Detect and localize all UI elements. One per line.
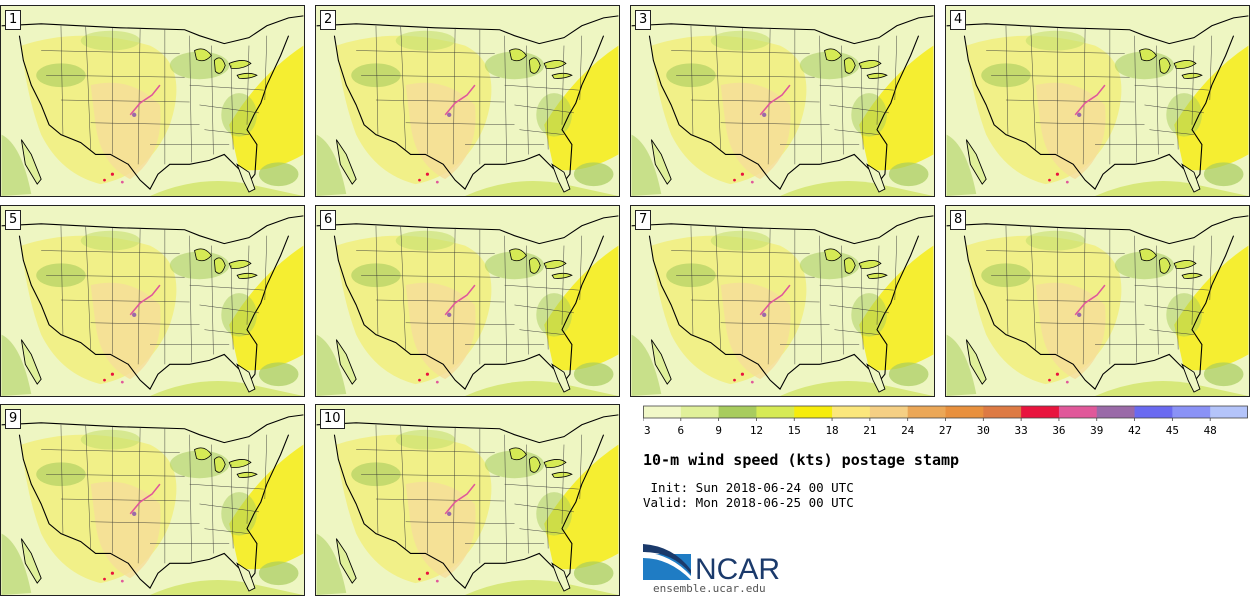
ensemble-member-panel-6: 6 — [315, 205, 620, 397]
colorbar-segment — [983, 406, 1022, 418]
colorbar-tick-label: 18 — [825, 424, 838, 437]
colorbar-segment — [945, 406, 984, 418]
ensemble-member-panel-2: 2 — [315, 5, 620, 197]
colorbar-tick-label: 6 — [678, 424, 685, 437]
wind-speed-colorbar: 3 6 9 12 15 18 21 24 27 30 33 36 39 42 45 48 — [643, 405, 1248, 437]
member-number: 6 — [320, 210, 337, 230]
wind-map — [946, 6, 1249, 196]
ensemble-member-panel-4: 4 — [945, 5, 1250, 197]
colorbar-segment — [1134, 406, 1173, 418]
wind-map — [1, 405, 304, 595]
wind-map — [631, 6, 934, 196]
colorbar-segment — [756, 406, 795, 418]
colorbar-tick-label: 42 — [1128, 424, 1141, 437]
colorbar-segment — [832, 406, 871, 418]
colorbar-tick-label: 24 — [901, 424, 915, 437]
colorbar-tick-label: 27 — [939, 424, 952, 437]
colorbar-segment — [718, 406, 757, 418]
member-number: 8 — [950, 210, 967, 230]
wind-map — [316, 206, 619, 396]
wind-map — [316, 405, 619, 595]
colorbar-tick-label: 3 — [644, 424, 651, 437]
ensemble-member-panel-3: 3 — [630, 5, 935, 197]
wind-map — [946, 206, 1249, 396]
colorbar-tick-label: 33 — [1015, 424, 1028, 437]
colorbar-tick-label: 48 — [1204, 424, 1217, 437]
ncar-logo-text: NCAR — [695, 553, 780, 586]
colorbar-tick-label: 21 — [863, 424, 876, 437]
colorbar-tick-label: 15 — [788, 424, 801, 437]
ensemble-member-panel-1: 1 — [0, 5, 305, 197]
ensemble-member-panel-5: 5 — [0, 205, 305, 397]
colorbar-segment — [680, 406, 720, 418]
colorbar-segment — [1058, 406, 1098, 418]
colorbar-segment — [907, 406, 946, 418]
ensemble-member-panel-8: 8 — [945, 205, 1250, 397]
colorbar-segment — [1172, 406, 1211, 418]
wind-map — [1, 6, 304, 196]
valid-time: Valid: Mon 2018-06-25 00 UTC — [643, 495, 854, 510]
wind-map — [316, 6, 619, 196]
colorbar-segment — [1210, 406, 1248, 418]
colorbar-segment — [869, 406, 909, 418]
ensemble-member-panel-7: 7 — [630, 205, 935, 397]
member-number: 5 — [5, 210, 22, 230]
member-number: 1 — [5, 10, 22, 30]
colorbar-tick-label: 36 — [1052, 424, 1065, 437]
colorbar-segment — [794, 406, 833, 418]
colorbar-tick-label: 39 — [1090, 424, 1103, 437]
wind-map — [631, 206, 934, 396]
plot-title: 10-m wind speed (kts) postage stamp — [643, 451, 960, 469]
init-time: Init: Sun 2018-06-24 00 UTC — [643, 480, 854, 495]
member-number: 2 — [320, 10, 337, 30]
colorbar-segment — [1021, 406, 1060, 418]
member-number: 9 — [5, 409, 22, 429]
member-number: 4 — [950, 10, 967, 30]
colorbar-segment — [1096, 406, 1136, 418]
member-number: 7 — [635, 210, 652, 230]
ncar-logo: NCAR — [643, 544, 780, 586]
colorbar-segment — [643, 406, 682, 418]
member-number: 10 — [320, 409, 345, 429]
ensemble-member-panel-10: 10 — [315, 404, 620, 596]
colorbar-tick-label: 45 — [1166, 424, 1179, 437]
colorbar-tick-label: 12 — [750, 424, 763, 437]
wind-map — [1, 206, 304, 396]
member-number: 3 — [635, 10, 652, 30]
site-url: ensemble.ucar.edu — [653, 582, 766, 595]
colorbar-tick-label: 9 — [715, 424, 722, 437]
ensemble-member-panel-9: 9 — [0, 404, 305, 596]
colorbar-tick-label: 30 — [977, 424, 990, 437]
